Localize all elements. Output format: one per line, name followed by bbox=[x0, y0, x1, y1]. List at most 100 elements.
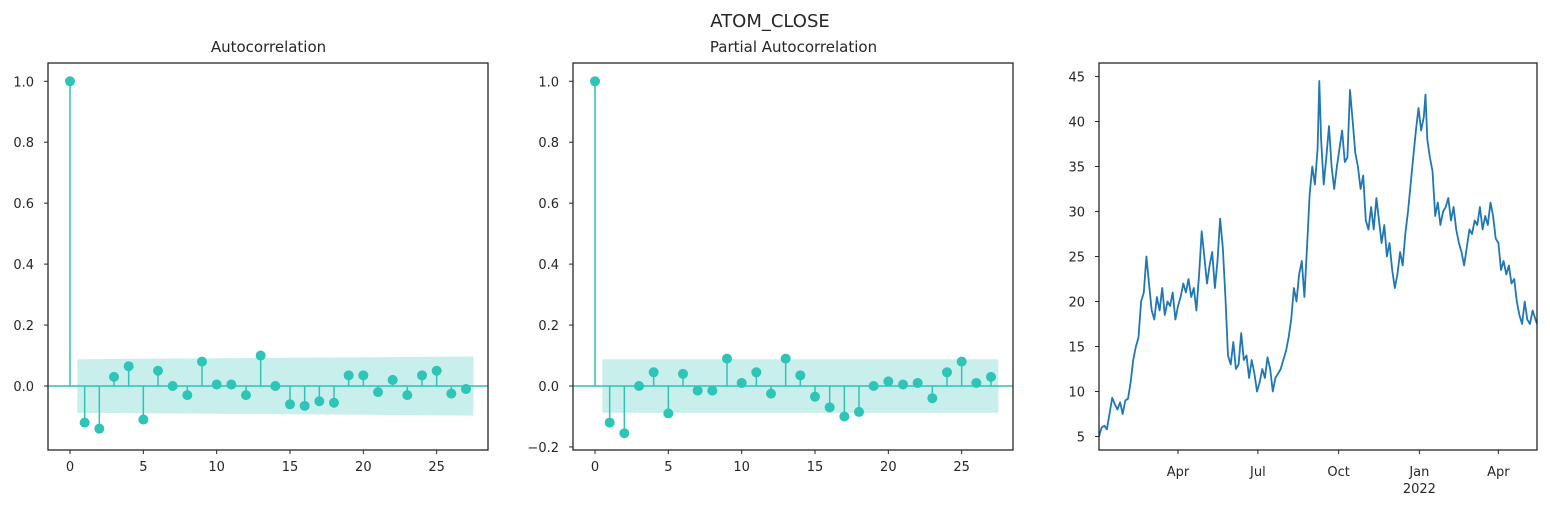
pacf-x-tick-label: 10 bbox=[733, 460, 750, 475]
acf-title: Autocorrelation bbox=[211, 38, 326, 56]
acf-x-tick-label: 10 bbox=[208, 460, 225, 475]
acf-point bbox=[211, 379, 222, 390]
acf-point bbox=[314, 396, 325, 407]
price-y-tick-label: 15 bbox=[1068, 341, 1085, 356]
pacf-y-tick-label: 1.0 bbox=[538, 75, 559, 90]
pacf-x-tick-label: 20 bbox=[880, 460, 897, 475]
pacf-point bbox=[868, 381, 879, 392]
pacf-x-tick-label: 15 bbox=[807, 460, 824, 475]
acf-point bbox=[109, 371, 119, 382]
pacf-point bbox=[707, 385, 718, 396]
price-y-tick-label: 35 bbox=[1068, 161, 1085, 176]
acf-point bbox=[343, 370, 354, 381]
pacf-point bbox=[912, 377, 923, 388]
price-y-tick-label: 30 bbox=[1068, 206, 1085, 221]
acf-y-tick-label: 0.4 bbox=[13, 258, 34, 273]
acf-point bbox=[197, 356, 207, 367]
price-x-tick-label: Apr bbox=[1487, 465, 1510, 480]
acf-point bbox=[431, 365, 442, 376]
pacf-point bbox=[927, 393, 938, 404]
price-y-tick-label: 25 bbox=[1068, 251, 1085, 266]
price-y-tick-label: 10 bbox=[1068, 386, 1085, 401]
acf-point bbox=[226, 379, 237, 390]
acf-point bbox=[241, 390, 251, 401]
acf-point bbox=[446, 388, 457, 399]
price-x-tick-label: Apr bbox=[1167, 465, 1190, 480]
pacf-point bbox=[619, 428, 630, 439]
acf-point bbox=[387, 374, 398, 385]
pacf-point bbox=[971, 377, 982, 388]
acf-point bbox=[65, 76, 75, 87]
acf-point bbox=[255, 350, 266, 361]
acf-point bbox=[417, 370, 427, 381]
acf-point bbox=[138, 414, 149, 425]
acf-x-tick-label: 5 bbox=[139, 460, 147, 475]
acf-x-tick-label: 25 bbox=[428, 460, 445, 475]
acf-frame bbox=[47, 62, 489, 451]
pacf-y-tick-label: 0.2 bbox=[538, 319, 559, 334]
acf-y-tick-label: 0.6 bbox=[13, 197, 34, 212]
pacf-point bbox=[604, 417, 615, 428]
pacf-point bbox=[883, 376, 894, 387]
price-x-tick-label: Jan bbox=[1408, 465, 1429, 480]
pacf-point bbox=[692, 385, 703, 396]
figure-title: ATOM_CLOSE bbox=[710, 11, 830, 32]
pacf-x-tick-label: 5 bbox=[664, 460, 672, 475]
price-y-tick-label: 5 bbox=[1077, 431, 1085, 446]
pacf-point bbox=[634, 381, 644, 392]
pacf-point bbox=[678, 368, 688, 379]
pacf-point bbox=[736, 377, 747, 388]
acf-point bbox=[270, 381, 281, 392]
acf-point bbox=[299, 400, 310, 411]
price-panel: 5 10 15 20 25 30 35 40 45 Apr Jul Oct Jan 2022 Apr bbox=[1068, 62, 1538, 497]
pacf-y-tick-label: 0.6 bbox=[538, 197, 559, 212]
pacf-point bbox=[839, 411, 850, 422]
pacf-point bbox=[898, 379, 908, 390]
acf-point bbox=[182, 390, 193, 401]
acf-x-tick-label: 20 bbox=[355, 460, 372, 475]
pacf-x-tick-label: 0 bbox=[591, 460, 599, 475]
acf-point bbox=[373, 387, 383, 398]
price-y-tick-label: 45 bbox=[1068, 71, 1085, 86]
acf-point bbox=[402, 390, 413, 401]
price-y-tick-label: 40 bbox=[1068, 116, 1085, 131]
acf-point bbox=[153, 365, 163, 376]
acf-x-tick-label: 0 bbox=[66, 460, 74, 475]
acf-y-tick-label: 0.2 bbox=[13, 319, 34, 334]
acf-point bbox=[461, 384, 471, 395]
acf-panel: Autocorrelation 0 5 10 15 20 25 0.0 0.2 0.4 0.6 0.… bbox=[13, 38, 489, 475]
pacf-point bbox=[956, 356, 967, 367]
pacf-point bbox=[663, 408, 674, 419]
acf-y-tick-label: 0.0 bbox=[13, 380, 34, 395]
pacf-y-tick-label: −0.2 bbox=[527, 441, 559, 456]
pacf-point bbox=[824, 402, 835, 413]
pacf-point bbox=[766, 388, 776, 399]
pacf-y-tick-label: 0.0 bbox=[538, 380, 559, 395]
price-x-tick-label: Jul bbox=[1249, 465, 1266, 480]
acf-point bbox=[329, 397, 339, 408]
acf-point bbox=[358, 370, 369, 381]
pacf-point bbox=[795, 370, 806, 381]
pacf-y-tick-label: 0.8 bbox=[538, 136, 559, 151]
pacf-point bbox=[722, 353, 732, 364]
acf-y-tick-label: 1.0 bbox=[13, 75, 34, 90]
price-y-tick-label: 20 bbox=[1068, 296, 1085, 311]
pacf-point bbox=[986, 371, 996, 382]
pacf-point bbox=[810, 391, 820, 402]
pacf-point bbox=[942, 367, 952, 378]
acf-x-tick-label: 15 bbox=[282, 460, 299, 475]
price-x-tick-label: Oct bbox=[1327, 465, 1349, 480]
pacf-x-tick-label: 25 bbox=[953, 460, 970, 475]
price-series-line bbox=[1099, 80, 1537, 437]
acf-point bbox=[123, 361, 134, 372]
acf-y-tick-label: 0.8 bbox=[13, 136, 34, 151]
price-x-tick-year-label: 2022 bbox=[1403, 482, 1436, 497]
pacf-frame bbox=[572, 62, 1014, 451]
pacf-point bbox=[590, 76, 600, 87]
acf-point bbox=[285, 399, 295, 410]
acf-point bbox=[94, 423, 105, 434]
pacf-point bbox=[751, 367, 762, 378]
acf-point bbox=[167, 381, 178, 392]
pacf-title: Partial Autocorrelation bbox=[710, 38, 877, 56]
